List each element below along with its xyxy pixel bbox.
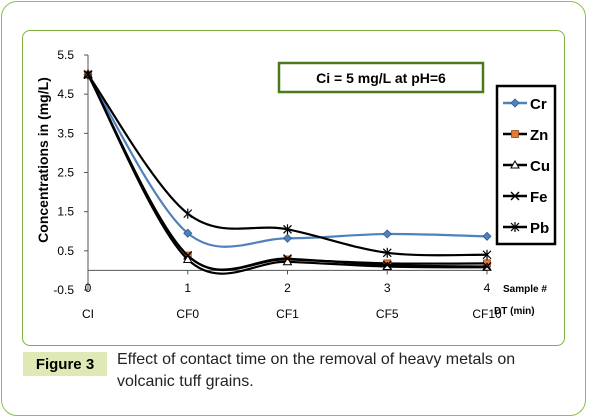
legend-item-pb: Pb [503,220,549,237]
legend-item-cu: Cu [503,158,550,175]
x-category-label: CF0 [176,307,199,321]
figure-caption: Effect of contact time on the removal of… [117,351,516,390]
series-line-pb [87,73,488,257]
marker-shape [482,262,492,271]
x-axis-label-line1: Sample # [503,284,547,295]
y-tick-label: 2.5 [57,166,74,180]
legend-swatch-marker [510,159,520,169]
data-point-pb [382,247,392,258]
marker-shape [382,260,392,270]
x-axis-label-line2: DT (min) [494,306,535,317]
legend-swatch-marker [510,98,520,108]
data-point-fe [283,254,292,264]
series-layer [83,69,492,275]
figure-label: Figure 3 [23,352,107,376]
y-tick-label: 5.5 [57,48,74,62]
series-cr [83,70,492,248]
y-tick-label: 1.5 [57,205,74,219]
y-tick-label: 3.5 [57,126,74,140]
marker-shape [283,254,292,264]
y-axis-label: Concentrations in (mg/L) [35,77,51,243]
annotation-text: Ci = 5 mg/L at pH=6 [316,70,446,86]
legend-label: Cu [530,158,550,175]
x-category-label: CI [82,307,94,321]
marker-shape [382,229,392,239]
data-point-cr [382,229,392,239]
legend-swatch-marker [510,191,520,201]
marker-shape [511,130,519,138]
data-point-pb [183,208,193,219]
marker-shape [183,228,193,238]
data-point-cr [282,233,293,243]
marker-shape [482,231,492,241]
legend-label: Pb [530,220,549,237]
x-tick-label: 0 [85,281,92,295]
x-category-label: CF1 [276,307,299,321]
x-category-label: CF10 [472,307,502,321]
data-point-cr [183,228,193,238]
y-tick-label: 0.5 [57,244,74,258]
marker-shape [282,233,293,243]
legend-label: Cr [530,96,547,113]
data-point-fe [482,262,492,271]
data-point-cr [482,231,492,241]
series-line-fe [87,74,488,271]
legend-label: Zn [530,127,548,144]
legend-item-fe: Fe [503,189,548,206]
data-point-cu [182,254,193,263]
marker-shape [182,254,193,263]
y-tick-label: 4.5 [57,87,74,101]
series-line-cr [87,73,488,248]
series-line-cu [87,74,488,275]
x-tick-label: 1 [184,281,191,295]
marker-shape [510,191,520,201]
legend: Cr Zn Cu Fe Pb [495,84,557,246]
annotation-box [277,61,485,94]
marker-shape [510,98,520,108]
data-point-pb [482,249,492,260]
y-tick-label: -0.5 [53,283,74,297]
x-tick-label: 2 [284,281,291,295]
data-point-fe [382,260,392,270]
series-pb [83,69,492,260]
series-fe [83,70,492,271]
marker-shape [183,251,193,261]
data-point-pb [83,69,93,80]
legend-swatch-marker [511,130,519,138]
legend-item-cr: Cr [503,96,547,113]
legend-item-zn: Zn [503,127,548,144]
data-point-pb [283,224,292,235]
axes: -0.5 0.5 1.5 2.5 3.5 4.5 5.5 0 CI 1 CF0 2 CF1 3 CF5 4 CF… [53,48,502,321]
legend-swatch-marker [510,222,520,232]
x-category-label: CF5 [376,307,399,321]
x-tick-label: 3 [384,281,391,295]
series-cu [83,69,492,275]
data-point-fe [183,251,193,261]
x-tick-label: 4 [484,281,491,295]
marker-shape [510,159,520,169]
legend-label: Fe [530,189,548,206]
